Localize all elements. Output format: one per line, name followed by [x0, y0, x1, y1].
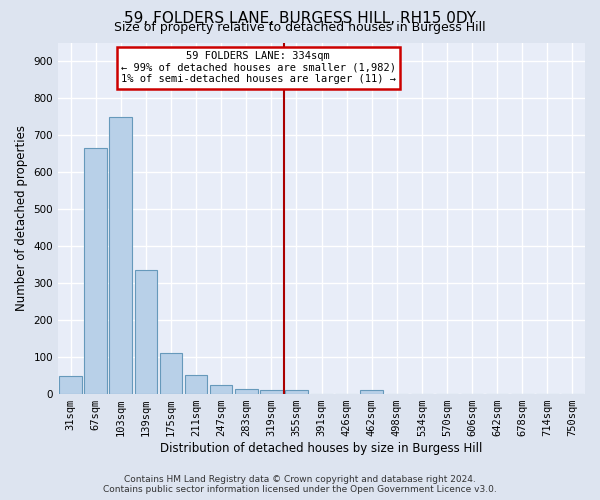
Bar — [185, 375, 208, 394]
Bar — [134, 270, 157, 394]
Bar — [210, 385, 232, 394]
Bar — [85, 148, 107, 394]
Text: 59 FOLDERS LANE: 334sqm
← 99% of detached houses are smaller (1,982)
1% of semi-: 59 FOLDERS LANE: 334sqm ← 99% of detache… — [121, 52, 396, 84]
Bar — [160, 354, 182, 394]
Bar — [260, 390, 283, 394]
Bar — [285, 390, 308, 394]
Bar — [361, 390, 383, 394]
Bar — [59, 376, 82, 394]
Text: Size of property relative to detached houses in Burgess Hill: Size of property relative to detached ho… — [114, 22, 486, 35]
Bar — [235, 388, 257, 394]
Text: Contains HM Land Registry data © Crown copyright and database right 2024.
Contai: Contains HM Land Registry data © Crown c… — [103, 474, 497, 494]
Text: 59, FOLDERS LANE, BURGESS HILL, RH15 0DY: 59, FOLDERS LANE, BURGESS HILL, RH15 0DY — [124, 11, 476, 26]
X-axis label: Distribution of detached houses by size in Burgess Hill: Distribution of detached houses by size … — [160, 442, 483, 455]
Bar — [109, 116, 132, 394]
Y-axis label: Number of detached properties: Number of detached properties — [15, 126, 28, 312]
